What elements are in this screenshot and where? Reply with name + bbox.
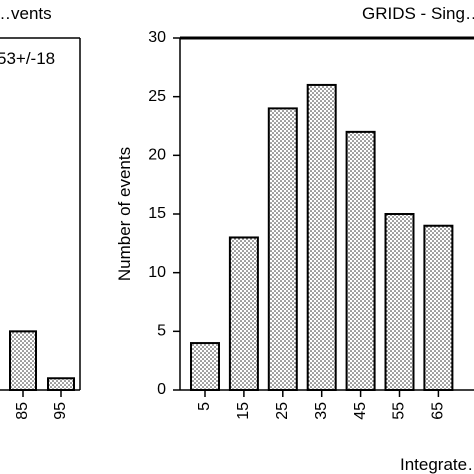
bar-25 [267,107,298,392]
bar-95 [47,377,75,391]
y-tick-label: 25 [148,88,166,105]
left-panel-annotation: 53+/-18 [0,49,55,68]
y-tick-label: 10 [148,264,166,281]
right-panel: GRIDS - Sing… Number of events Integrate… [115,4,474,474]
bar-35 [306,83,337,392]
y-tick-label: 0 [157,381,166,398]
bar-15 [228,236,259,391]
x-tick-label: 55 [391,402,408,420]
y-axis-label: Number of events [115,147,134,281]
bar-5 [190,342,220,392]
y-tick-label: 15 [148,205,166,222]
bar-85 [9,330,37,392]
x-tick-label: 35 [313,402,330,420]
x-tick-label: 5 [196,402,213,411]
x-tick-label: 85 [14,402,31,420]
bar-55 [384,213,415,391]
left-panel: …vents 53+/-18 85 95 [0,4,81,420]
y-tick-label: 5 [157,323,166,340]
x-tick-label: 15 [235,402,252,420]
x-tick-label: 95 [52,402,69,420]
x-tick-label: 65 [430,402,447,420]
y-tick-label: 30 [148,29,166,46]
y-tick-label: 20 [148,147,166,164]
x-tick-label: 45 [352,402,369,420]
x-tick-label: 25 [274,402,291,420]
bar-65 [423,224,454,391]
bar-45 [345,130,376,391]
x-axis-label: Integrate… [400,455,474,474]
right-panel-title: GRIDS - Sing… [362,4,474,23]
left-panel-title: …vents [0,4,52,23]
